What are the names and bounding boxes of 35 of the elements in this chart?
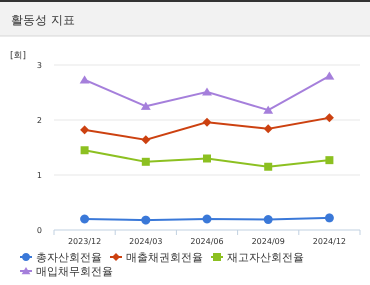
point bbox=[142, 158, 150, 166]
x-tick-label: 2024/03 bbox=[129, 237, 162, 246]
point bbox=[202, 214, 212, 224]
point bbox=[141, 216, 150, 225]
y-axis-title: [회] bbox=[10, 51, 26, 61]
point bbox=[80, 146, 89, 154]
y-tick-label: 0 bbox=[36, 226, 42, 235]
legend-label: 총자산회전율 bbox=[36, 251, 102, 264]
x-tick-label: 2023/12 bbox=[68, 237, 102, 246]
point bbox=[202, 118, 212, 127]
point bbox=[264, 124, 273, 134]
point bbox=[324, 113, 334, 122]
x-tick-label: 2024/09 bbox=[252, 237, 285, 246]
point bbox=[264, 215, 273, 224]
point bbox=[80, 125, 90, 134]
point bbox=[325, 156, 334, 164]
point bbox=[80, 214, 90, 224]
x-tick-label: 2024/12 bbox=[312, 237, 346, 246]
legend-label: 재고자산회전율 bbox=[227, 251, 304, 264]
point bbox=[324, 72, 334, 80]
point bbox=[264, 162, 272, 171]
point bbox=[202, 87, 212, 96]
point bbox=[263, 106, 274, 114]
y-tick-label: 3 bbox=[36, 61, 42, 70]
y-tick-label: 1 bbox=[36, 171, 42, 180]
point bbox=[324, 213, 334, 222]
chart-title: 활동성 지표 bbox=[11, 13, 75, 27]
legend-label: 매출채권회전율 bbox=[126, 251, 203, 264]
legend-label: 매입채무회전율 bbox=[36, 265, 113, 278]
point bbox=[203, 154, 211, 162]
point bbox=[141, 135, 150, 144]
point bbox=[140, 102, 151, 110]
x-tick-label: 2024/06 bbox=[190, 237, 224, 246]
y-tick-label: 2 bbox=[36, 116, 42, 125]
point bbox=[80, 75, 90, 84]
